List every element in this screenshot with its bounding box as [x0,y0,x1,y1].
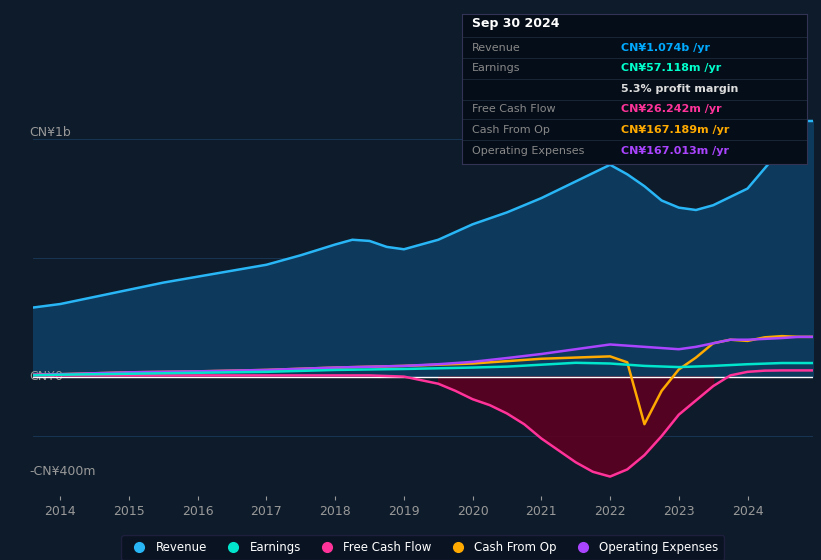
Legend: Revenue, Earnings, Free Cash Flow, Cash From Op, Operating Expenses: Revenue, Earnings, Free Cash Flow, Cash … [122,535,724,560]
Text: CN¥1.074b /yr: CN¥1.074b /yr [621,43,709,53]
Text: Earnings: Earnings [472,63,521,73]
Text: 5.3% profit margin: 5.3% profit margin [621,84,738,94]
Text: Operating Expenses: Operating Expenses [472,146,585,156]
Text: Revenue: Revenue [472,43,521,53]
Text: CN¥167.189m /yr: CN¥167.189m /yr [621,124,729,134]
Text: -CN¥400m: -CN¥400m [29,465,95,478]
Text: Sep 30 2024: Sep 30 2024 [472,17,560,30]
Text: CN¥0: CN¥0 [29,370,63,383]
Text: Cash From Op: Cash From Op [472,124,550,134]
Text: CN¥57.118m /yr: CN¥57.118m /yr [621,63,721,73]
Text: CN¥26.242m /yr: CN¥26.242m /yr [621,104,722,114]
Text: Free Cash Flow: Free Cash Flow [472,104,556,114]
Text: CN¥1b: CN¥1b [29,125,71,138]
Text: CN¥167.013m /yr: CN¥167.013m /yr [621,146,729,156]
